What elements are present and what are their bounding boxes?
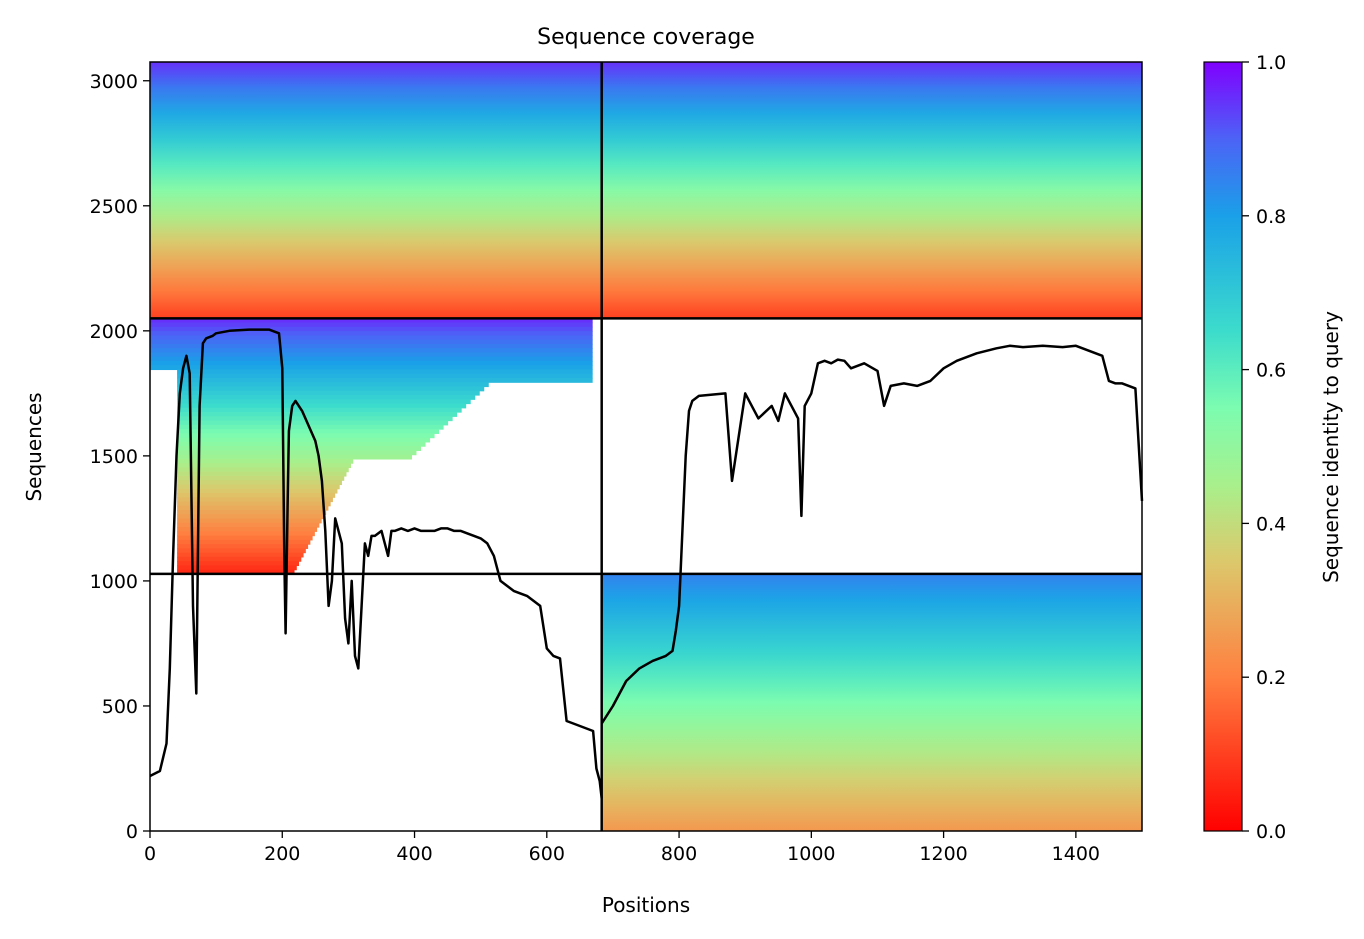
colorbar-label: Sequence identity to query [1319, 311, 1343, 583]
heatmap-row [177, 377, 593, 383]
x-axis-label: Positions [602, 893, 690, 917]
coverage-heatmap [150, 62, 1142, 831]
heatmap-row [177, 488, 338, 494]
heatmap-row [177, 437, 431, 443]
x-tick-label: 800 [661, 843, 697, 865]
x-tick-label: 1200 [919, 843, 967, 865]
heatmap-row [177, 450, 417, 456]
heatmap-row [177, 480, 342, 486]
heatmap-row [177, 395, 476, 400]
coverage-lines [149, 328, 1144, 799]
heatmap-row [177, 458, 354, 464]
heatmap-row [177, 522, 320, 528]
heatmap-row [177, 492, 336, 498]
heatmap-row [177, 454, 412, 460]
x-tick-label: 0 [144, 843, 156, 865]
heatmap-row [150, 322, 593, 328]
heatmap-row [150, 360, 593, 366]
colorbar-tick-label: 0.4 [1256, 513, 1286, 535]
heatmap-row [150, 343, 593, 349]
heatmap-row [177, 386, 485, 392]
heatmap-row [177, 475, 345, 481]
heatmap-row [177, 463, 352, 469]
heatmap-row [150, 339, 593, 345]
coverage-line-1 [149, 328, 603, 799]
y-tick-label: 1000 [90, 571, 138, 593]
chain-boundaries [150, 62, 1142, 831]
y-tick-label: 2500 [90, 196, 138, 218]
heatmap-row [177, 565, 297, 571]
heatmap-row [177, 403, 467, 409]
heatmap-row [177, 416, 453, 422]
heatmap-row [150, 318, 593, 324]
y-tick-label: 1500 [90, 446, 138, 468]
heatmap-row [150, 352, 593, 358]
heatmap-row [150, 356, 593, 362]
heatmap-row [177, 505, 329, 511]
heatmap-row [177, 429, 440, 434]
heatmap-row [177, 382, 489, 388]
x-tick-label: 400 [396, 843, 432, 865]
heatmap-row [177, 412, 458, 417]
colorbar-tick-label: 0.8 [1256, 206, 1286, 228]
heatmap-row [177, 569, 295, 575]
y-tick-label: 3000 [90, 71, 138, 93]
y-axis-label: Sequences [22, 392, 46, 501]
heatmap-row [177, 548, 306, 554]
plot-frame [149, 61, 1143, 832]
y-axis: 0 500 1000 1500 2000 2500 3000 [90, 71, 150, 843]
heatmap-row [177, 561, 300, 566]
heatmap-row [177, 539, 311, 545]
heatmap-row [177, 407, 462, 413]
chart-title: Sequence coverage [537, 25, 755, 50]
y-tick-label: 2000 [90, 321, 138, 343]
heatmap-row [177, 531, 315, 537]
heatmap-row [150, 331, 593, 336]
heatmap-row [177, 497, 333, 503]
x-tick-label: 200 [264, 843, 300, 865]
colorbar-ticks: 0.0 0.2 0.4 0.6 0.8 1.0 [1242, 52, 1286, 843]
heatmap-row [177, 510, 327, 515]
heatmap-block [601, 62, 1142, 319]
colorbar-tick-label: 0.2 [1256, 667, 1286, 689]
colorbar-tick-label: 0.6 [1256, 360, 1286, 382]
colorbar-tick-label: 0.0 [1256, 821, 1286, 843]
heatmap-row [177, 552, 304, 558]
heatmap-row [177, 471, 347, 477]
heatmap-row [177, 518, 322, 524]
x-axis: 0 200 400 600 800 1000 1200 1400 [144, 831, 1100, 865]
heatmap-row [177, 373, 593, 379]
heatmap-row [177, 501, 331, 507]
heatmap-row [177, 467, 349, 473]
heatmap-row [177, 441, 426, 447]
heatmap-block [601, 573, 1142, 831]
heatmap-block [150, 62, 602, 319]
heatmap-row [150, 348, 593, 354]
heatmap-row [177, 527, 318, 532]
colorbar [1203, 61, 1243, 832]
heatmap-row [177, 544, 309, 549]
heatmap-row [177, 433, 435, 439]
x-tick-label: 1400 [1052, 843, 1100, 865]
heatmap-row [177, 556, 302, 562]
heatmap-row [177, 420, 449, 426]
y-tick-label: 500 [102, 696, 138, 718]
colorbar-tick-label: 1.0 [1256, 52, 1286, 74]
heatmap-row [177, 484, 340, 490]
heatmap-row [177, 390, 480, 396]
heatmap-row [177, 446, 422, 451]
x-tick-label: 600 [529, 843, 565, 865]
x-tick-label: 1000 [787, 843, 835, 865]
heatmap-row [177, 514, 324, 520]
heatmap-row [177, 399, 471, 405]
heatmap-row [150, 335, 593, 341]
y-tick-label: 0 [126, 821, 138, 843]
coverage-line-2 [600, 344, 1144, 725]
heatmap-row [177, 535, 313, 541]
heatmap-row [177, 369, 593, 375]
heatmap-row [150, 365, 593, 371]
heatmap-row [150, 326, 593, 332]
